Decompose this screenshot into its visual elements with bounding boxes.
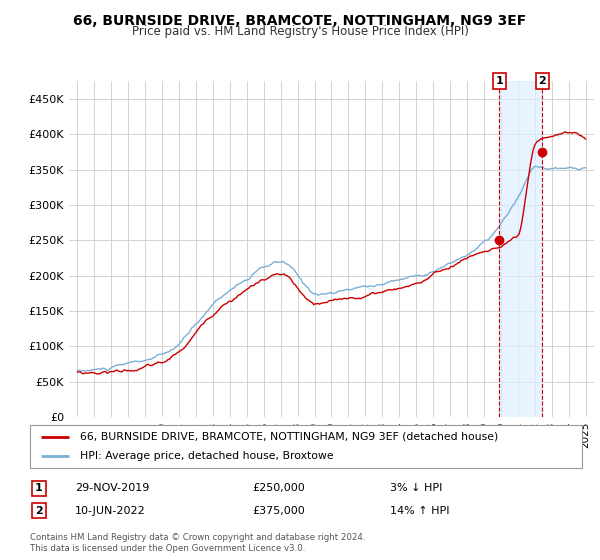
Text: 66, BURNSIDE DRIVE, BRAMCOTE, NOTTINGHAM, NG9 3EF (detached house): 66, BURNSIDE DRIVE, BRAMCOTE, NOTTINGHAM… xyxy=(80,432,498,442)
Text: Contains HM Land Registry data © Crown copyright and database right 2024.
This d: Contains HM Land Registry data © Crown c… xyxy=(30,533,365,553)
Text: 10-JUN-2022: 10-JUN-2022 xyxy=(75,506,146,516)
Text: HPI: Average price, detached house, Broxtowe: HPI: Average price, detached house, Brox… xyxy=(80,451,334,461)
Text: 1: 1 xyxy=(35,483,43,493)
Text: 1: 1 xyxy=(496,76,503,86)
Text: 2: 2 xyxy=(538,76,546,86)
Bar xyxy=(499,81,542,417)
Text: 14% ↑ HPI: 14% ↑ HPI xyxy=(390,506,449,516)
Text: £250,000: £250,000 xyxy=(252,483,305,493)
Text: 2: 2 xyxy=(35,506,43,516)
Text: 66, BURNSIDE DRIVE, BRAMCOTE, NOTTINGHAM, NG9 3EF: 66, BURNSIDE DRIVE, BRAMCOTE, NOTTINGHAM… xyxy=(73,14,527,28)
Text: Price paid vs. HM Land Registry's House Price Index (HPI): Price paid vs. HM Land Registry's House … xyxy=(131,25,469,38)
Text: 3% ↓ HPI: 3% ↓ HPI xyxy=(390,483,442,493)
Text: 29-NOV-2019: 29-NOV-2019 xyxy=(75,483,149,493)
Text: £375,000: £375,000 xyxy=(252,506,305,516)
